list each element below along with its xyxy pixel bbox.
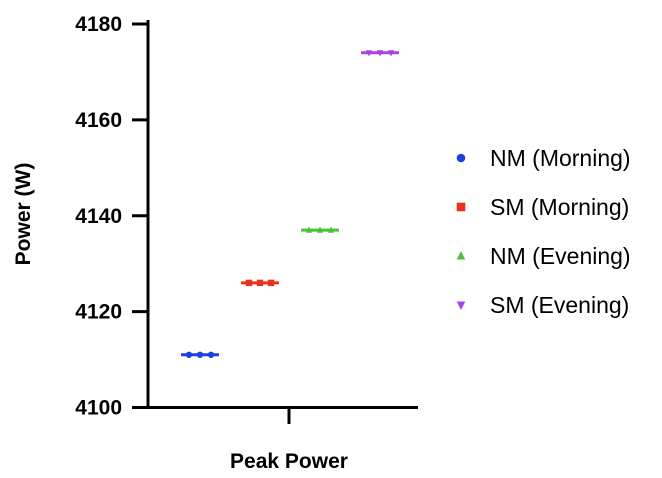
data-point-3 — [301, 226, 339, 233]
legend-item-1: NM (Morning) — [456, 145, 631, 171]
legend-item-3: NM (Evening) — [456, 243, 631, 269]
legend-marker — [456, 153, 466, 163]
data-marks — [181, 50, 399, 358]
data-marker — [305, 226, 313, 233]
legend-label: SM (Morning) — [490, 194, 629, 220]
data-marker — [256, 279, 264, 287]
data-marker — [267, 279, 275, 287]
legend-label: SM (Evening) — [490, 292, 629, 318]
data-point-4 — [361, 50, 399, 57]
y-tick-label: 4180 — [75, 13, 122, 36]
data-marker — [196, 351, 204, 358]
axes — [146, 20, 418, 424]
data-marker — [365, 50, 373, 57]
data-point-1 — [181, 351, 219, 358]
legend-marker — [456, 301, 466, 310]
legend-label: NM (Morning) — [490, 145, 631, 171]
data-marker — [387, 50, 395, 57]
data-marker — [245, 279, 253, 287]
legend-marker — [456, 202, 466, 212]
y-tick-label: 4120 — [75, 301, 122, 324]
data-marker — [376, 50, 384, 57]
legend: NM (Morning) SM (Morning) NM (Evening) SM (… — [456, 145, 631, 318]
data-marker — [207, 351, 215, 358]
y-ticks: 4100 4120 4140 4160 4180 — [75, 13, 148, 420]
data-marker — [185, 351, 193, 358]
data-point-2 — [241, 279, 279, 287]
data-marker — [316, 226, 324, 233]
y-tick-label: 4140 — [75, 205, 122, 228]
y-axis-title: Power (W) — [12, 163, 35, 266]
y-tick-label: 4100 — [75, 397, 122, 420]
legend-item-4: SM (Evening) — [456, 292, 629, 318]
y-tick-label: 4160 — [75, 109, 122, 132]
data-marker — [327, 226, 335, 233]
legend-label: NM (Evening) — [490, 243, 631, 269]
x-axis-title: Peak Power — [230, 450, 348, 473]
legend-item-2: SM (Morning) — [456, 194, 629, 220]
legend-marker — [456, 251, 466, 260]
